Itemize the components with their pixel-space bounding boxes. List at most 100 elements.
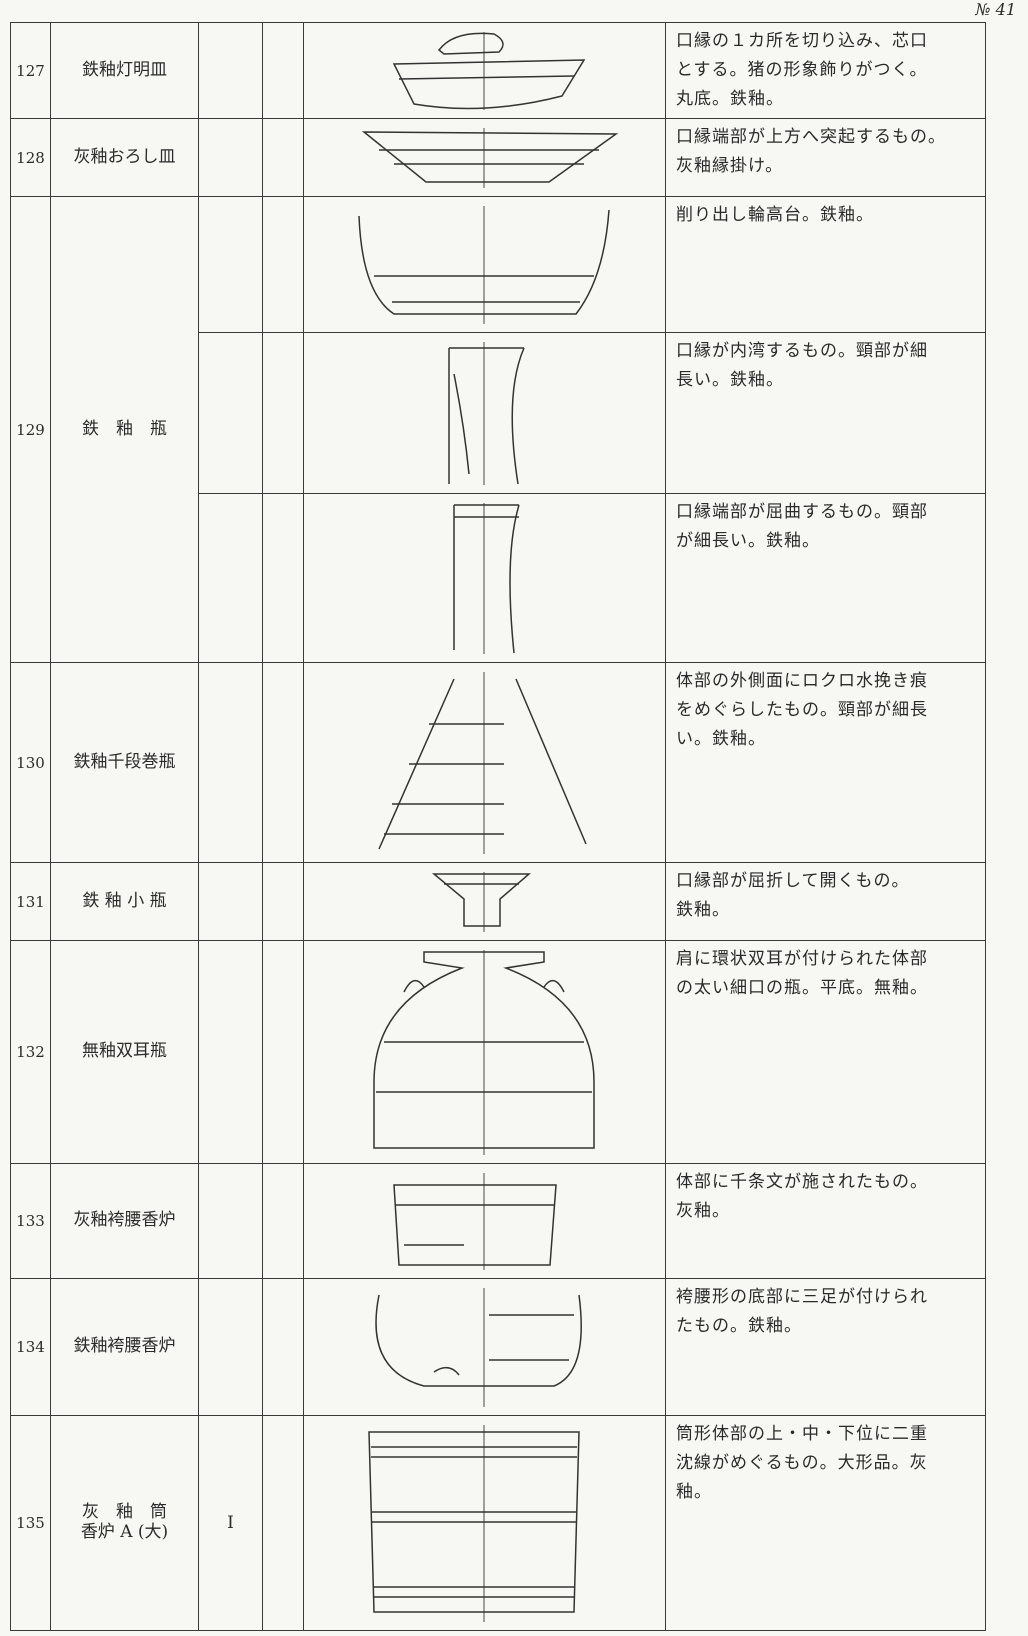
- catalog-table: 127 鉄釉灯明皿 口縁の１カ所を切り込み、芯口 とする。猪の形象飾りがつく。 丸底。鉄…: [10, 22, 986, 1631]
- table-row: 128 灰釉おろし皿 口縁端部が上方へ突起するもの。 灰釉縁掛け。: [10, 118, 986, 197]
- drawing-cell: [303, 862, 666, 941]
- vessel-drawing: [392, 31, 586, 110]
- description: 口縁が内湾するもの。頸部が細 長い。鉄釉。: [665, 332, 986, 494]
- item-name-line: 鉄釉灯明皿: [82, 59, 167, 80]
- drawing-cell: [303, 662, 666, 863]
- blank-cell: [262, 662, 304, 863]
- item-name: 鉄釉袴腰香炉: [50, 1278, 199, 1416]
- description-line: 口縁部が屈折して開くもの。: [676, 871, 910, 891]
- table-row: 132 無釉双耳瓶 肩に環状双耳が付けられた体部 の太い細口の瓶。平底。無釉。: [10, 940, 986, 1164]
- drawing-cell: [303, 22, 666, 119]
- description-line: 釉。: [676, 1482, 712, 1502]
- item-name: 鉄 釉 瓶: [50, 196, 199, 663]
- description-line: 灰釉縁掛け。: [676, 156, 784, 176]
- blank-cell: [262, 1278, 304, 1416]
- vessel-drawing: [393, 1172, 557, 1270]
- description: 筒形体部の上・中・下位に二重 沈線がめぐるもの。大形品。灰 釉。: [665, 1415, 986, 1631]
- item-number: 130: [10, 662, 51, 863]
- description-line: 口縁が内湾するもの。頸部が細: [676, 341, 928, 361]
- vessel-drawing: [375, 1287, 582, 1407]
- description-line: 口縁端部が上方へ突起するもの。: [676, 127, 946, 147]
- item-name-line: 灰釉袴腰香炉: [73, 1210, 176, 1231]
- vessel-drawing: [373, 949, 595, 1155]
- blank-cell: [262, 940, 304, 1164]
- drawing-cell: [303, 332, 666, 494]
- item-type: [198, 662, 263, 863]
- drawing-cell: [303, 1415, 666, 1631]
- blank-cell: [262, 196, 304, 333]
- description: 口縁端部が上方へ突起するもの。 灰釉縁掛け。: [665, 118, 986, 197]
- item-type: [198, 1163, 263, 1279]
- vessel-outline: [431, 872, 532, 927]
- item-name: 鉄釉千段巻瓶: [50, 662, 199, 863]
- item-name-line: 香炉 A (大): [80, 1522, 169, 1542]
- description-line: 体部の外側面にロクロ水挽き痕: [676, 671, 928, 691]
- drawing-cell: [303, 940, 666, 1164]
- description-line: 体部に千条文が施されたもの。: [676, 1172, 928, 1192]
- description-line: をめぐらしたもの。頸部が細長: [676, 700, 928, 720]
- vessel-drawing: [378, 671, 587, 854]
- vessel-outline: [358, 209, 610, 315]
- item-type: [198, 940, 263, 1164]
- table-row: 口縁端部が屈曲するもの。頸部 が細長い。鉄釉。: [11, 493, 986, 663]
- vessel-drawing: [453, 502, 520, 654]
- table-row: 131 鉄 釉 小 瓶 口縁部が屈折して開くもの。 鉄釉。: [10, 862, 986, 941]
- description-line: 筒形体部の上・中・下位に二重: [676, 1424, 928, 1444]
- description-line: の太い細口の瓶。平底。無釉。: [676, 978, 928, 998]
- description-line: 灰釉。: [676, 1201, 730, 1221]
- blank-cell: [262, 493, 304, 663]
- table-body: 127 鉄釉灯明皿 口縁の１カ所を切り込み、芯口 とする。猪の形象飾りがつく。 丸底。鉄…: [10, 22, 986, 1631]
- vessel-outline: [368, 1430, 580, 1613]
- item-number: 129: [10, 196, 51, 663]
- description: 体部の外側面にロクロ水挽き痕 をめぐらしたもの。頸部が細長 い。鉄釉。: [665, 662, 986, 863]
- description-line: 長い。鉄釉。: [676, 370, 784, 390]
- item-name: 灰 釉 筒香炉 A (大): [50, 1415, 199, 1631]
- table-row: 口縁が内湾するもの。頸部が細 長い。鉄釉。: [11, 332, 986, 494]
- item-name-line: 灰 釉 筒: [82, 1502, 167, 1523]
- vessel-outline: [454, 503, 519, 518]
- blank-cell: [262, 118, 304, 197]
- item-name: 灰釉おろし皿: [50, 118, 199, 197]
- drawing-cell: [303, 196, 666, 333]
- vessel-outline: [392, 58, 586, 109]
- table-row: 129 鉄 釉 瓶 削り出し輪高台。鉄釉。: [10, 196, 986, 663]
- description-line: 削り出し輪高台。鉄釉。: [676, 205, 874, 225]
- item-type: [198, 332, 263, 494]
- description: 袴腰形の底部に三足が付けられ たもの。鉄釉。: [665, 1278, 986, 1416]
- item-name-line: 無釉双耳瓶: [82, 1041, 167, 1062]
- item-name: 鉄 釉 小 瓶: [50, 862, 199, 941]
- item-number: 128: [10, 118, 51, 197]
- vessel-drawing: [358, 205, 610, 324]
- blank-cell: [262, 862, 304, 941]
- item-number: 133: [10, 1163, 51, 1279]
- drawing-cell: [303, 493, 666, 663]
- description-line: 沈線がめぐるもの。大形品。灰: [676, 1453, 928, 1473]
- vessel-outline: [384, 722, 504, 835]
- vessel-outline: [371, 1445, 577, 1598]
- item-type: [198, 196, 263, 333]
- description-line: い。鉄釉。: [676, 729, 766, 749]
- item-name-line: 鉄 釉 瓶: [82, 418, 167, 439]
- description-line: 鉄釉。: [676, 900, 730, 920]
- item-name-line: 鉄 釉 小 瓶: [82, 890, 167, 911]
- vessel-drawing: [368, 1424, 580, 1622]
- item-number: 135: [10, 1415, 51, 1631]
- table-row: 133 灰釉袴腰香炉 体部に千条文が施されたもの。 灰釉。: [10, 1163, 986, 1279]
- vessel-outline: [448, 347, 525, 484]
- table-row: 130 鉄釉千段巻瓶 体部の外側面にロクロ水挽き痕 をめぐらしたもの。頸部が細長 い。鉄…: [10, 662, 986, 863]
- vessel-drawing: [448, 341, 525, 485]
- vessel-outline: [361, 130, 619, 183]
- vessel-outline: [393, 1183, 557, 1266]
- vessel-drawing: [361, 127, 619, 188]
- table-row: 134 鉄釉袴腰香炉 袴腰形の底部に三足が付けられ たもの。鉄釉。: [10, 1278, 986, 1416]
- item-type: [198, 22, 263, 119]
- description: 口縁部が屈折して開くもの。 鉄釉。: [665, 862, 986, 941]
- table-row: 127 鉄釉灯明皿 口縁の１カ所を切り込み、芯口 とする。猪の形象飾りがつく。 丸底。鉄…: [10, 22, 986, 119]
- description-line: 口縁の１カ所を切り込み、芯口: [676, 31, 928, 51]
- description-line: 丸底。鉄釉。: [676, 89, 784, 109]
- item-number: 131: [10, 862, 51, 941]
- vessel-outline: [437, 32, 504, 55]
- description: 肩に環状双耳が付けられた体部 の太い細口の瓶。平底。無釉。: [665, 940, 986, 1164]
- page-number: № 41: [975, 0, 1016, 19]
